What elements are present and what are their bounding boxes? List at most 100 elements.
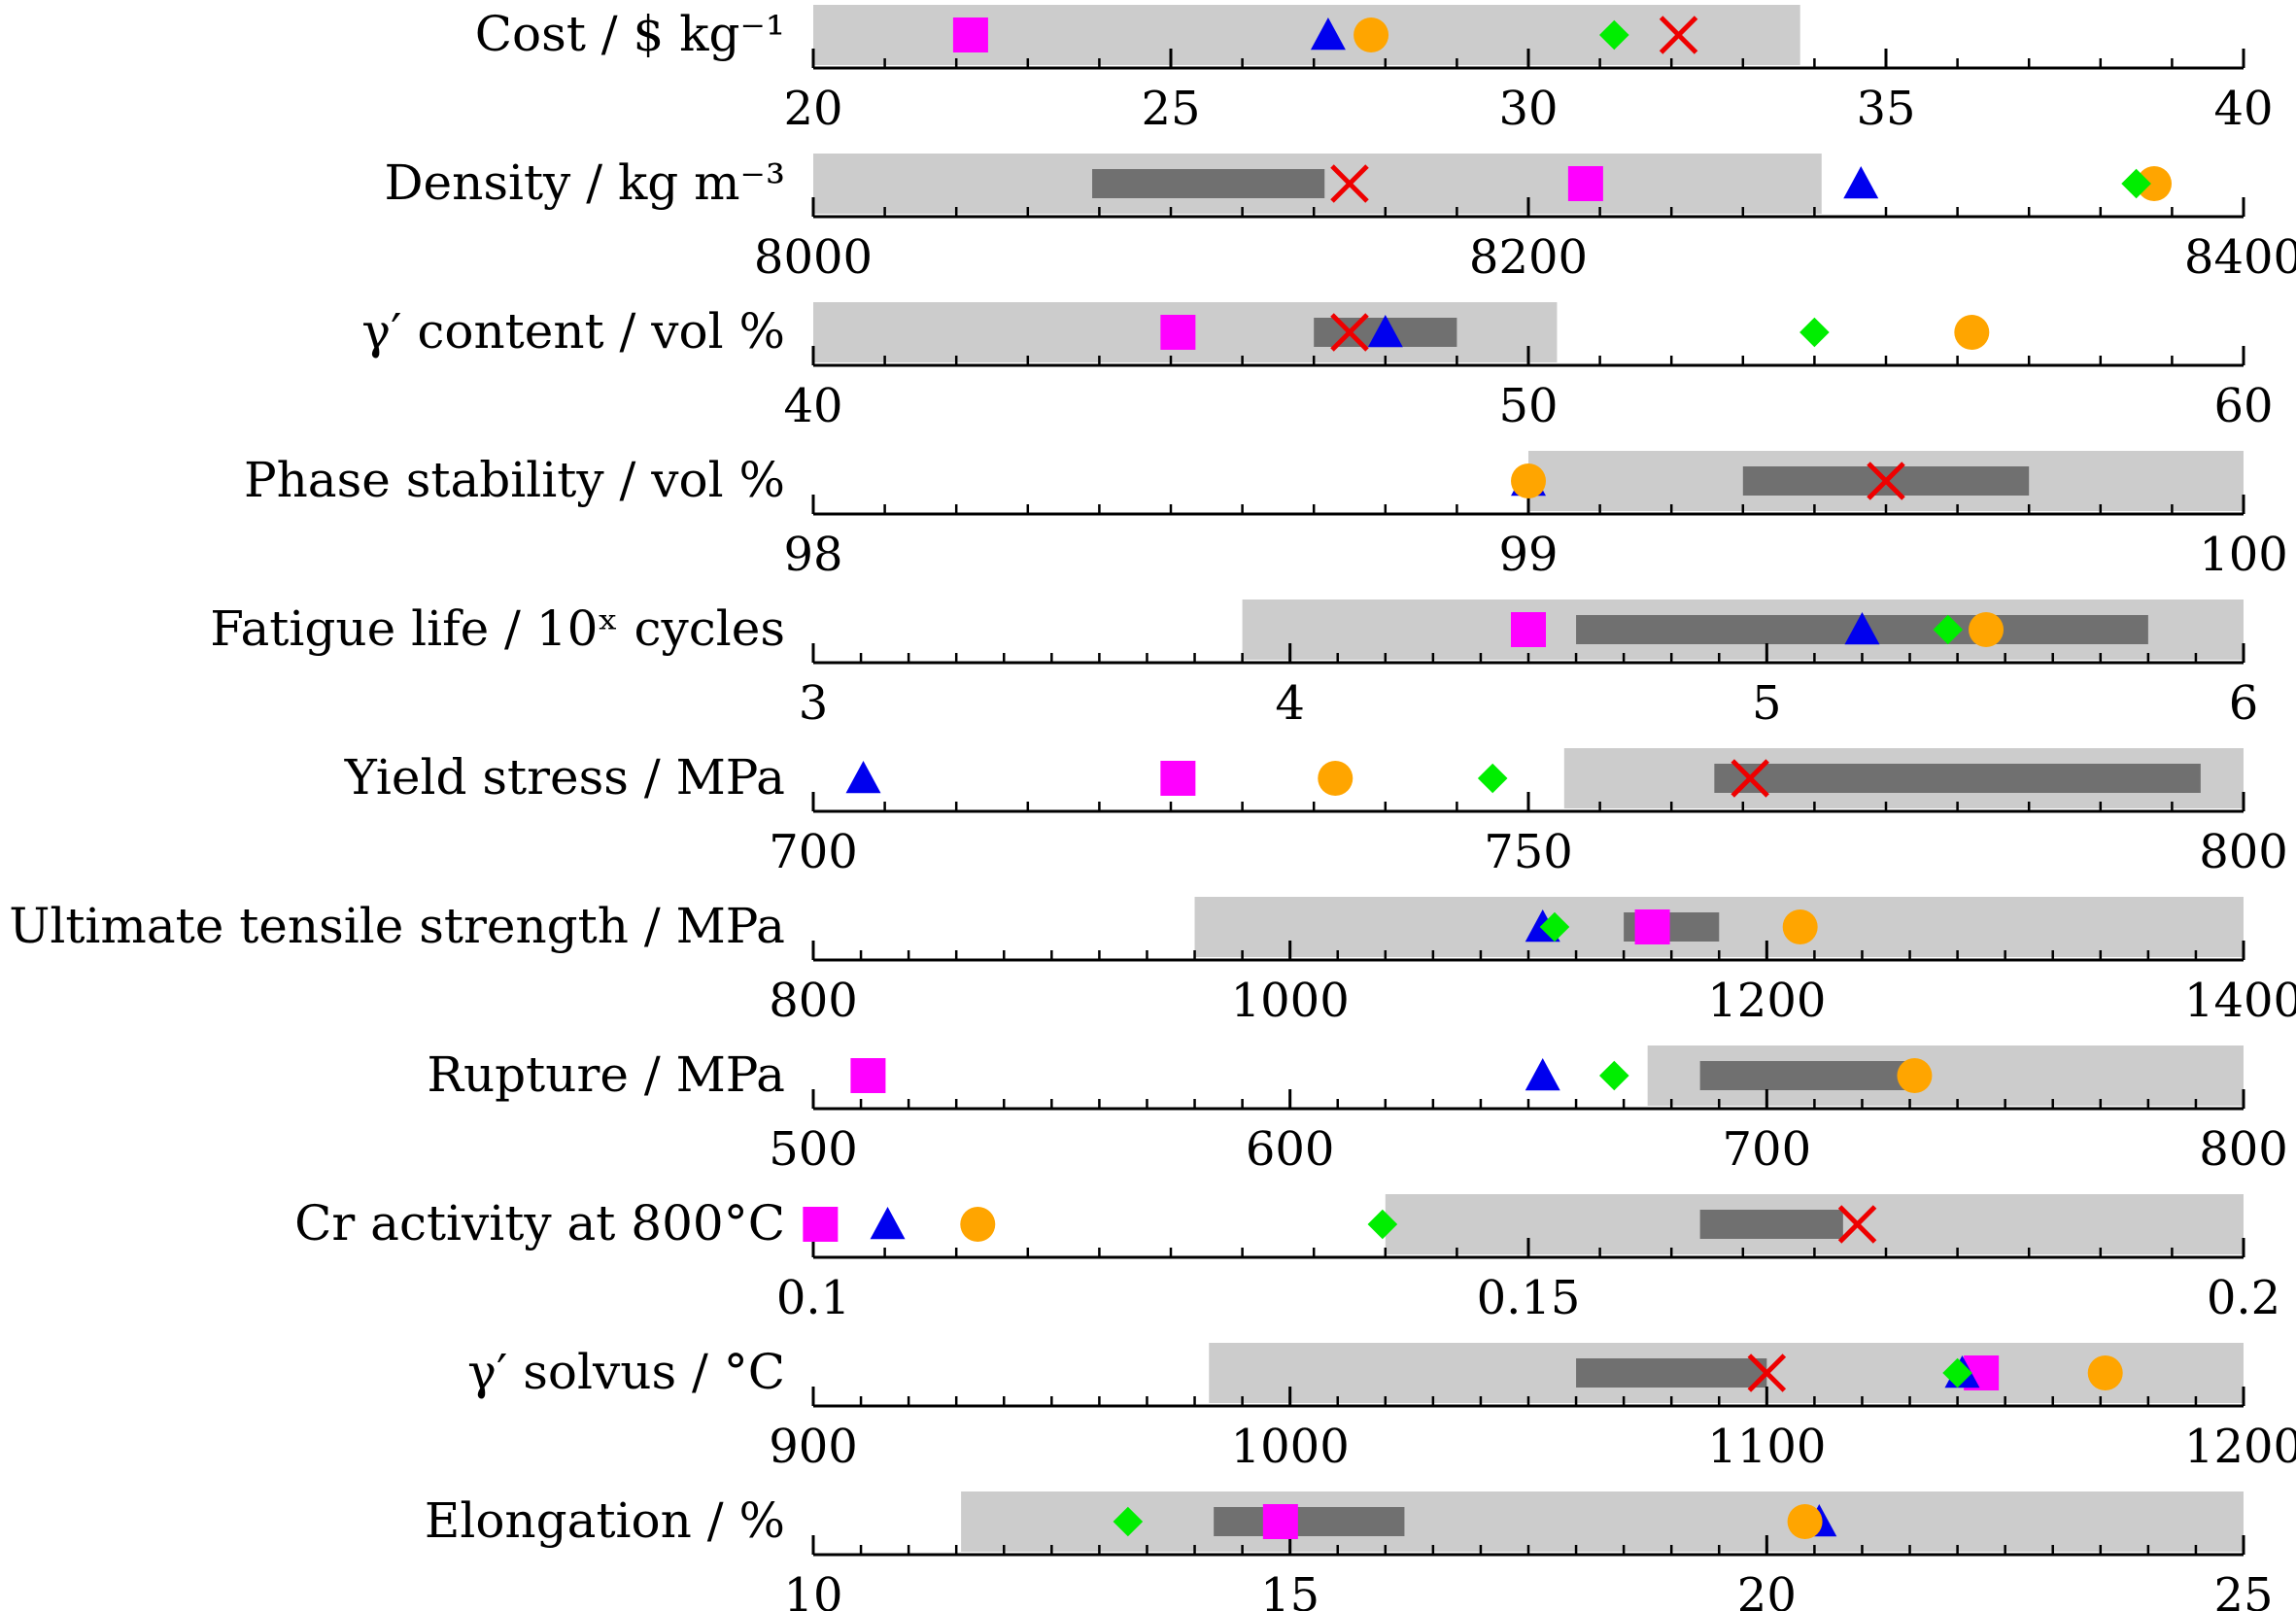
tick-label: 1100 bbox=[1707, 1420, 1826, 1474]
triangle-marker bbox=[1367, 315, 1403, 348]
tick-label: 99 bbox=[1498, 528, 1558, 582]
tick-label: 3 bbox=[799, 676, 829, 731]
triangle-marker bbox=[845, 761, 881, 794]
circle-marker bbox=[1511, 463, 1546, 498]
tick-label: 98 bbox=[783, 528, 842, 582]
panel-label: Yield stress / MPa bbox=[344, 749, 785, 806]
tick-label: 60 bbox=[2213, 379, 2273, 433]
tick-label: 700 bbox=[1723, 1122, 1812, 1177]
tick-label: 20 bbox=[1737, 1568, 1797, 1611]
panel-label: γ′ solvus / °C bbox=[467, 1344, 785, 1400]
tick-label: 0.2 bbox=[2207, 1271, 2280, 1325]
optimal-region bbox=[1699, 1210, 1843, 1239]
circle-marker bbox=[2087, 1355, 2123, 1390]
circle-marker bbox=[960, 1207, 996, 1242]
circle-marker bbox=[1787, 1504, 1823, 1539]
tick-label: 8400 bbox=[2184, 230, 2296, 285]
square-marker bbox=[1634, 909, 1670, 944]
tick-label: 800 bbox=[2199, 1122, 2288, 1177]
cross-marker bbox=[1659, 16, 1698, 54]
cross-stroke bbox=[1330, 164, 1369, 203]
diamond-marker bbox=[1799, 317, 1830, 348]
tick-label: 500 bbox=[769, 1122, 858, 1177]
triangle-marker bbox=[1843, 166, 1879, 199]
diamond-marker bbox=[1539, 911, 1570, 943]
panel-3: 98 99 100 Phase stability / vol % bbox=[244, 451, 2288, 582]
panel-label: γ′ content / vol % bbox=[361, 303, 785, 360]
panel-label: Elongation / % bbox=[425, 1492, 785, 1549]
square-marker bbox=[803, 1207, 839, 1242]
diamond-marker bbox=[1933, 614, 1964, 645]
panel-5: 700 750 800 Yield stress / MPa bbox=[344, 748, 2288, 879]
tick-label: 100 bbox=[2199, 528, 2288, 582]
square-marker bbox=[1511, 612, 1546, 647]
panel-label: Ultimate tensile strength / MPa bbox=[9, 898, 785, 954]
panel-2: 40 50 60 γ′ content / vol % bbox=[361, 302, 2274, 433]
panel-6: 800 1000 1200 1400 Ultimate tensile strength… bbox=[9, 897, 2296, 1028]
diamond-marker bbox=[1599, 1060, 1629, 1091]
panel-label: Phase stability / vol % bbox=[244, 452, 785, 508]
feasible-region bbox=[961, 1491, 2244, 1552]
circle-marker bbox=[1354, 17, 1389, 52]
tick-label: 8200 bbox=[1469, 230, 1588, 285]
triangle-marker bbox=[1525, 1058, 1560, 1091]
tick-label: 8000 bbox=[754, 230, 873, 285]
tick-label: 800 bbox=[2199, 825, 2288, 879]
tick-label: 0.1 bbox=[776, 1271, 850, 1325]
panel-label: Rupture / MPa bbox=[427, 1046, 785, 1103]
optimal-region bbox=[1092, 169, 1325, 198]
panel-1: 8000 8200 8400 Density / kg m⁻³ bbox=[384, 154, 2296, 285]
square-marker bbox=[850, 1058, 886, 1093]
panel-label: Cost / $ kg⁻¹ bbox=[475, 6, 785, 62]
optimal-region bbox=[1714, 764, 2201, 793]
square-marker bbox=[1567, 166, 1603, 201]
tick-label: 800 bbox=[769, 974, 858, 1028]
cross-marker bbox=[1747, 1354, 1787, 1392]
tick-label: 1200 bbox=[1707, 974, 1826, 1028]
tick-label: 1200 bbox=[2184, 1420, 2296, 1474]
circle-marker bbox=[1782, 909, 1818, 944]
square-marker bbox=[1262, 1504, 1298, 1539]
tick-label: 15 bbox=[1260, 1568, 1319, 1611]
tick-label: 750 bbox=[1484, 825, 1573, 879]
panel-4: 3 4 5 6 Fatigue life / 10ˣ cycles bbox=[210, 600, 2258, 731]
cross-stroke bbox=[1330, 313, 1369, 352]
tick-label: 1000 bbox=[1231, 1420, 1350, 1474]
panel-label: Cr activity at 800°C bbox=[294, 1195, 785, 1251]
tick-label: 1400 bbox=[2184, 974, 2296, 1028]
circle-marker bbox=[1897, 1058, 1933, 1093]
cross-marker bbox=[1867, 462, 1905, 500]
circle-marker bbox=[1954, 315, 1990, 350]
panel-0: 20 25 30 35 40 Cost / $ kg⁻¹ bbox=[475, 5, 2274, 136]
tick-label: 40 bbox=[783, 379, 842, 433]
cross-stroke bbox=[1747, 1354, 1787, 1392]
circle-marker bbox=[1969, 612, 2005, 647]
panel-7: 500 600 700 800 Rupture / MPa bbox=[427, 1045, 2288, 1177]
tick-label: 900 bbox=[769, 1420, 858, 1474]
optimal-region bbox=[1576, 1358, 1767, 1388]
panel-10: 10 15 20 25 Elongation / % bbox=[425, 1491, 2274, 1611]
circle-marker bbox=[1318, 761, 1354, 796]
cross-stroke bbox=[1837, 1205, 1877, 1244]
square-marker bbox=[1160, 761, 1196, 796]
square-marker bbox=[952, 17, 988, 52]
tick-label: 6 bbox=[2229, 676, 2259, 731]
square-marker bbox=[1160, 315, 1196, 350]
tick-label: 1000 bbox=[1231, 974, 1350, 1028]
tick-label: 4 bbox=[1275, 676, 1305, 731]
panel-8: 0.1 0.15 0.2 Cr activity at 800°C bbox=[294, 1194, 2280, 1325]
tick-label: 35 bbox=[1856, 82, 1915, 136]
triangle-marker bbox=[870, 1207, 906, 1240]
diamond-marker bbox=[1367, 1209, 1398, 1240]
cross-stroke bbox=[1867, 462, 1905, 500]
cross-marker bbox=[1330, 164, 1369, 203]
diamond-marker bbox=[1477, 763, 1508, 794]
circle-marker bbox=[2137, 166, 2172, 201]
triangle-marker bbox=[1310, 17, 1346, 51]
tick-label: 10 bbox=[783, 1568, 842, 1611]
cross-stroke bbox=[1659, 16, 1698, 54]
cross-stroke bbox=[1731, 759, 1769, 798]
triangle-marker bbox=[1844, 612, 1880, 645]
cross-marker bbox=[1731, 759, 1769, 798]
